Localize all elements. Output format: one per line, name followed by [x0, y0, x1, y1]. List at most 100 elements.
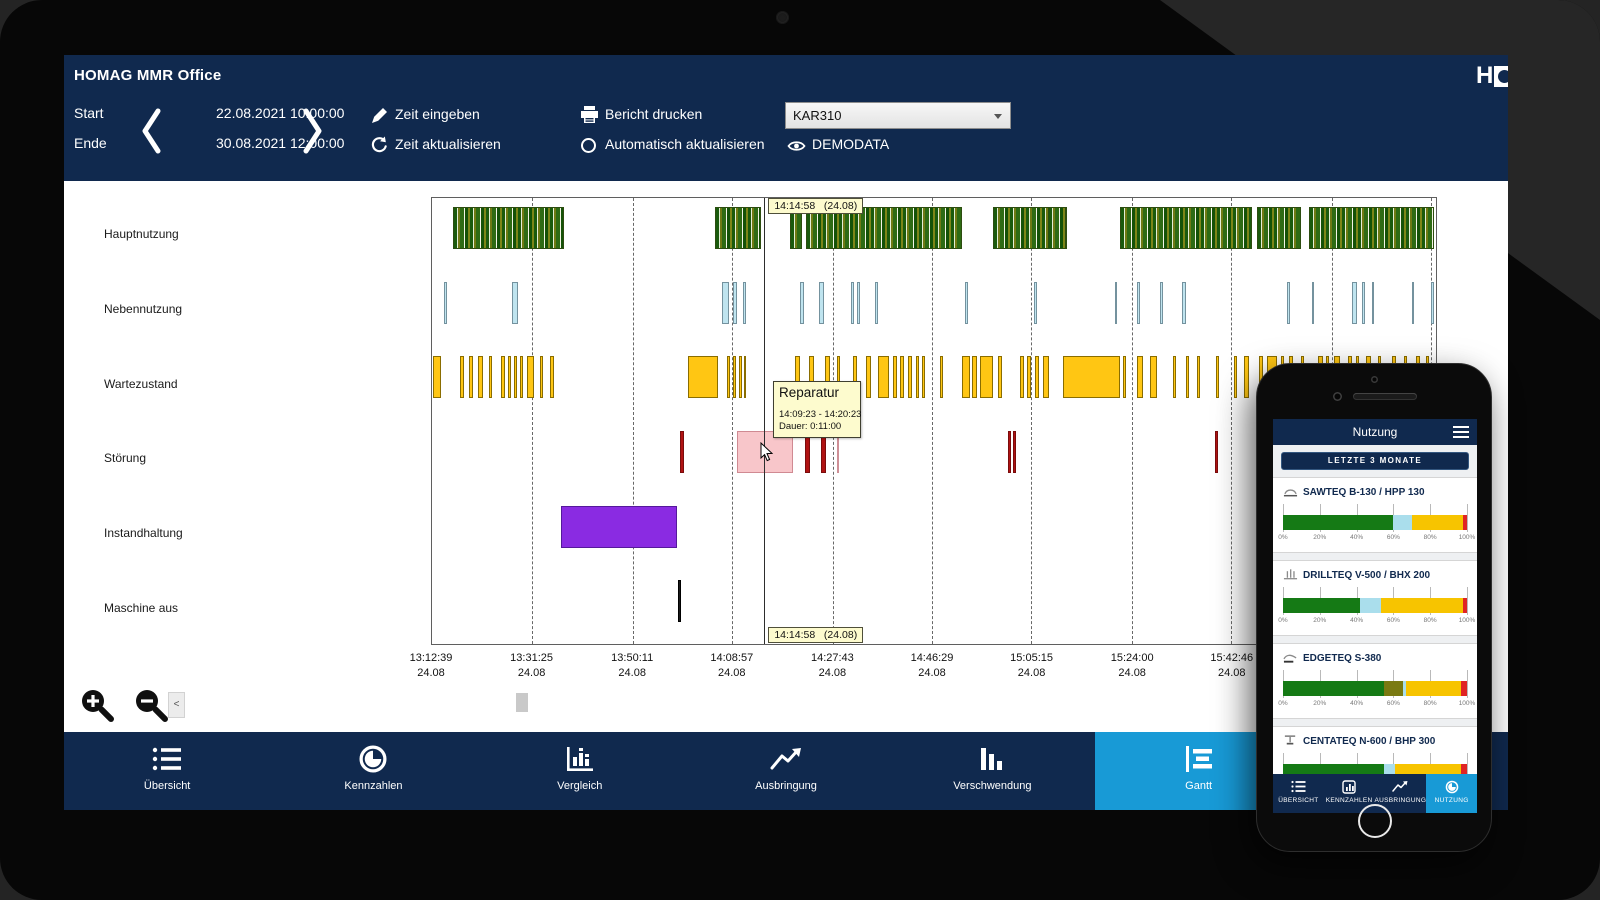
- wartezustand-bar: [489, 356, 493, 399]
- wartezustand-bar: [744, 356, 747, 399]
- next-period-button[interactable]: [300, 105, 326, 157]
- menu-icon[interactable]: [1453, 426, 1469, 438]
- wartezustand-bar: [1234, 356, 1238, 399]
- event-tooltip: Reparatur 14:09:23 - 14:20:23 Dauer: 0:1…: [773, 381, 861, 438]
- time-gridline: [931, 198, 933, 644]
- machine-name-text: CENTATEQ N-600 / BHP 300: [1303, 736, 1436, 747]
- gantt-time-axis: 13:12:39 24.08 13:31:25 24.08 13:50:11 24.08 1…: [410, 651, 1437, 685]
- utilization-stacked-bar: [1283, 515, 1467, 530]
- demodata-toggle[interactable]: DEMODATA: [812, 136, 890, 152]
- wartezustand-bar: [899, 356, 904, 399]
- utilization-stacked-bar: [1283, 598, 1467, 613]
- wartezustand-bar: [501, 356, 506, 399]
- nebennutzung-bar: [1371, 281, 1375, 324]
- stoerung-bar: [1215, 431, 1219, 473]
- wartezustand-bar: [1035, 356, 1040, 399]
- nebennutzung-bar: [512, 281, 519, 324]
- wartezustand-bar: [508, 356, 512, 399]
- compare-icon: [565, 743, 595, 775]
- printer-icon: [581, 106, 598, 123]
- gantt-icon: [1184, 743, 1214, 775]
- phone-tab-nutzung[interactable]: NUTZUNG: [1426, 774, 1477, 813]
- utilization-chart: [1283, 587, 1468, 617]
- chart-gridline: [1467, 504, 1468, 532]
- utilization-stacked-bar: [1283, 681, 1467, 696]
- phone-tab-übersicht[interactable]: ÜBERSICHT: [1273, 774, 1324, 813]
- segment-lightblue: [1384, 764, 1396, 779]
- tab-kennzahlen[interactable]: Kennzahlen: [270, 732, 476, 810]
- nebennutzung-bar: [800, 281, 805, 324]
- hauptnutzung-bar: [1119, 207, 1253, 249]
- axis-percent-label: 80%: [1423, 700, 1437, 707]
- refresh-time-button[interactable]: Zeit aktualisieren: [395, 136, 501, 152]
- time-gridline: [1131, 198, 1133, 644]
- homag-logo: H: [1476, 63, 1508, 89]
- segment-olive: [1384, 681, 1403, 696]
- wartezustand-bar: [460, 356, 465, 399]
- print-report-button[interactable]: Bericht drucken: [605, 106, 703, 122]
- wartezustand-bar: [1186, 356, 1189, 399]
- previous-period-button[interactable]: [138, 105, 164, 157]
- wartezustand-bar: [962, 356, 971, 399]
- tab-verschwendung[interactable]: Verschwendung: [889, 732, 1095, 810]
- machine-card[interactable]: EDGETEQ S-380 0% 20% 40% 60% 80% 100%: [1273, 643, 1477, 719]
- wartezustand-bar: [972, 356, 978, 399]
- wartezustand-bar: [940, 356, 944, 399]
- phone-tab-label: AUSBRINGUNG: [1374, 797, 1427, 804]
- wartezustand-bar: [688, 356, 719, 399]
- tab-label: Gantt: [1185, 780, 1213, 792]
- segment-yellow: [1411, 515, 1464, 530]
- kpi-icon: [1342, 779, 1356, 794]
- hauptnutzung-bar: [453, 207, 564, 249]
- tab-übersicht[interactable]: Übersicht: [64, 732, 270, 810]
- tab-vergleich[interactable]: Vergleich: [477, 732, 683, 810]
- tab-label: Ausbringung: [755, 780, 817, 792]
- machine-card[interactable]: DRILLTEQ V-500 / BHX 200 0% 20% 40% 60% 80% 10…: [1273, 560, 1477, 636]
- phone-tab-ausbringung[interactable]: AUSBRINGUNG: [1375, 774, 1427, 813]
- machine-select-dropdown[interactable]: KAR310: [785, 102, 1011, 129]
- axis-percent-label: 40%: [1350, 534, 1364, 541]
- chevron-down-icon: [994, 114, 1002, 119]
- list-icon: [1291, 779, 1306, 794]
- period-filter-button[interactable]: LETZTE 3 MONATE: [1281, 452, 1469, 470]
- wartezustand-bar: [1172, 356, 1176, 399]
- wartezustand-bar: [727, 356, 731, 399]
- axis-tick-label: 13:31:25 24.08: [510, 652, 554, 679]
- enter-time-button[interactable]: Zeit eingeben: [395, 106, 480, 122]
- app-header: HOMAG MMR Office Start Ende 22.08.2021 1…: [64, 55, 1508, 181]
- gantt-row-label: Maschine aus: [104, 600, 179, 615]
- wartezustand-bar: [478, 356, 484, 399]
- utilization-chart: [1283, 504, 1468, 534]
- maschine-aus-bar: [677, 580, 681, 623]
- phone-screen: Nutzung LETZTE 3 MONATE SAWTEQ B-130 / H…: [1273, 419, 1477, 813]
- wartezustand-bar: [877, 356, 889, 399]
- nebennutzung-bar: [856, 281, 860, 324]
- cnc-machine-icon: [1283, 734, 1298, 749]
- phone-tab-label: KENNZAHLEN: [1325, 797, 1373, 804]
- list-icon: [152, 743, 182, 775]
- segment-yellow: [1380, 598, 1464, 613]
- nebennutzung-bar: [1411, 281, 1415, 324]
- stoerung-bar: [1008, 431, 1012, 473]
- edge-machine-icon: [1283, 651, 1298, 666]
- axis-percent-label: 80%: [1423, 534, 1437, 541]
- collapse-panel-button[interactable]: <: [168, 692, 185, 718]
- zoom-out-button[interactable]: [134, 688, 170, 724]
- zoom-in-button[interactable]: [80, 688, 116, 724]
- axis-percent-label: 80%: [1423, 617, 1437, 624]
- stoerung-bar: [1013, 431, 1017, 473]
- phone-tab-kennzahlen[interactable]: KENNZAHLEN: [1324, 774, 1375, 813]
- axis-percent-label: 0%: [1278, 617, 1288, 624]
- chart-gridline: [1467, 587, 1468, 615]
- auto-refresh-radio[interactable]: [581, 138, 596, 153]
- axis-tick-label: 15:05:15 24.08: [1010, 652, 1053, 679]
- tab-ausbringung[interactable]: Ausbringung: [683, 732, 889, 810]
- horizontal-scrollbar-thumb[interactable]: [516, 693, 528, 712]
- machine-card[interactable]: SAWTEQ B-130 / HPP 130 0% 20% 40% 60% 80% 100%: [1273, 477, 1477, 553]
- auto-refresh-button[interactable]: Automatisch aktualisieren: [605, 136, 765, 152]
- segment-red: [1461, 764, 1467, 779]
- axis-percent-label: 20%: [1313, 534, 1327, 541]
- chart-gridline: [1467, 670, 1468, 698]
- home-button[interactable]: [1358, 804, 1392, 838]
